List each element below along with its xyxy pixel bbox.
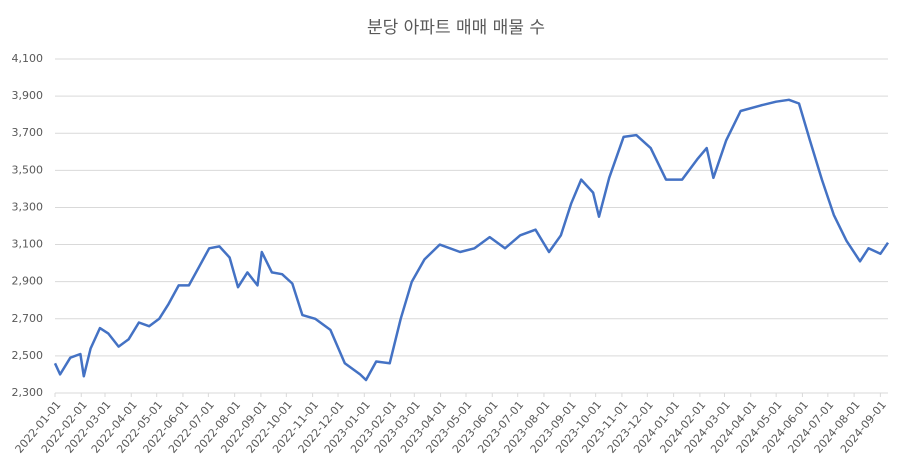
y-tick-label: 3,300 (12, 200, 44, 213)
y-tick-label: 4,100 (12, 52, 44, 65)
y-tick-label: 2,900 (12, 275, 44, 288)
chart-title: 분당 아파트 매매 매물 수 (367, 18, 545, 38)
y-tick-label: 3,500 (12, 163, 44, 176)
y-tick-label: 2,700 (12, 312, 44, 325)
y-tick-label: 2,300 (12, 386, 44, 399)
y-tick-label: 3,900 (12, 89, 44, 102)
series-line (53, 98, 890, 382)
y-tick-label: 2,500 (12, 349, 44, 362)
y-tick-label: 3,100 (12, 238, 44, 251)
y-tick-label: 3,700 (12, 126, 44, 139)
